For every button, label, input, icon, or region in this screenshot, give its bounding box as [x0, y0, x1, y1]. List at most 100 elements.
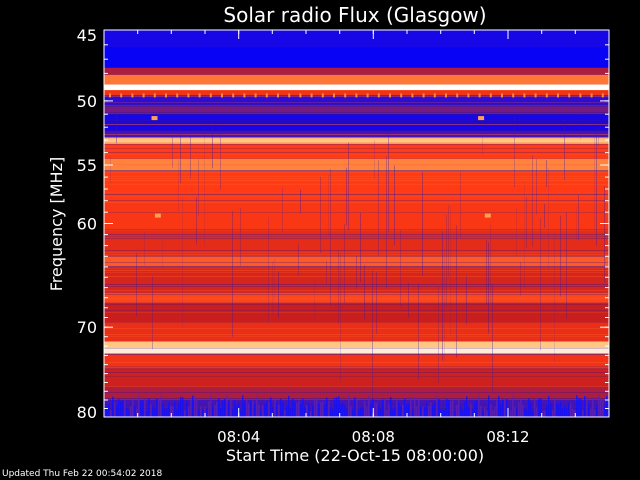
noise-column	[212, 405, 214, 417]
spectral-striation	[104, 276, 609, 277]
spectral-striation	[104, 212, 609, 213]
noise-column	[426, 402, 428, 417]
noise-column	[360, 407, 362, 417]
burst-mark	[484, 213, 491, 218]
spectral-striation	[104, 368, 609, 369]
spectral-striation	[104, 252, 609, 253]
plot-area	[104, 30, 610, 417]
time-striation	[400, 230, 401, 307]
noise-column	[466, 396, 468, 417]
noise-column	[588, 404, 590, 417]
noise-column	[584, 396, 586, 417]
noise-column	[144, 399, 146, 417]
interference-dot	[265, 93, 268, 98]
spectral-striation	[104, 172, 609, 173]
noise-column	[272, 407, 274, 417]
time-striation	[328, 174, 329, 236]
time-striation	[490, 224, 491, 303]
frequency-band	[104, 353, 609, 370]
noise-column	[278, 404, 280, 417]
time-striation	[446, 214, 447, 307]
noise-column	[392, 409, 394, 417]
noise-column	[326, 397, 328, 417]
time-striation	[378, 160, 379, 256]
time-striation	[348, 142, 349, 231]
interference-dot	[165, 93, 167, 98]
noise-column	[424, 407, 426, 417]
noise-column	[472, 409, 474, 417]
spectral-striation	[104, 90, 609, 91]
noise-column	[292, 398, 294, 417]
interference-dot	[120, 93, 123, 98]
noise-column	[158, 398, 160, 417]
spectral-striation	[104, 392, 609, 393]
noise-column	[308, 402, 310, 417]
noise-column	[560, 401, 562, 417]
time-striation	[492, 284, 493, 391]
noise-column	[526, 410, 528, 417]
time-striation	[544, 203, 545, 228]
noise-column	[232, 409, 234, 417]
noise-column	[574, 410, 576, 417]
noise-column	[188, 407, 190, 417]
noise-column	[414, 396, 416, 417]
noise-column	[350, 406, 352, 417]
time-striation	[196, 196, 197, 245]
spectral-striation	[104, 254, 609, 255]
frequency-band	[104, 137, 609, 144]
noise-column	[528, 398, 530, 417]
noise-column	[126, 407, 128, 417]
noise-column	[476, 400, 478, 417]
spectral-striation	[104, 266, 609, 267]
spectral-striation	[104, 348, 609, 349]
noise-column	[136, 408, 138, 417]
spectral-striation	[104, 176, 609, 177]
interference-dot	[198, 93, 201, 98]
burst-mark	[478, 116, 485, 121]
noise-column	[132, 398, 134, 417]
noise-column	[534, 399, 536, 417]
noise-column	[208, 401, 210, 417]
time-striation	[580, 112, 581, 141]
spectral-striation	[104, 354, 609, 355]
spectral-striation	[104, 180, 609, 181]
noise-column	[210, 396, 212, 417]
noise-column	[216, 401, 218, 417]
noise-column	[540, 398, 542, 417]
noise-column	[512, 396, 514, 417]
noise-column	[388, 403, 390, 417]
noise-column	[562, 408, 564, 417]
spectral-striation	[104, 236, 609, 237]
interference-dot	[277, 93, 279, 98]
noise-column	[230, 398, 232, 417]
noise-column	[516, 408, 518, 417]
noise-column	[470, 403, 472, 417]
noise-column	[324, 404, 326, 417]
noise-column	[166, 408, 168, 417]
spectral-striation	[104, 196, 609, 197]
noise-column	[228, 401, 230, 417]
spectral-striation	[104, 130, 609, 131]
noise-column	[268, 402, 270, 417]
spectral-striation	[104, 376, 609, 377]
noise-column	[320, 402, 322, 417]
noise-column	[592, 397, 594, 417]
noise-column	[270, 397, 272, 417]
time-striation	[564, 118, 565, 180]
noise-column	[394, 407, 396, 417]
noise-column	[282, 402, 284, 417]
time-striation	[144, 230, 145, 266]
noise-column	[286, 405, 288, 417]
frequency-band	[104, 90, 609, 96]
noise-column	[250, 400, 252, 417]
noise-column	[524, 408, 526, 417]
y-tick-label: 80	[77, 403, 97, 422]
noise-column	[134, 405, 136, 417]
interference-dot	[467, 93, 470, 98]
noise-column	[342, 402, 344, 417]
noise-column	[430, 402, 432, 417]
noise-column	[262, 405, 264, 417]
noise-column	[482, 410, 484, 417]
time-striation	[486, 239, 487, 304]
interference-dot	[310, 93, 313, 98]
